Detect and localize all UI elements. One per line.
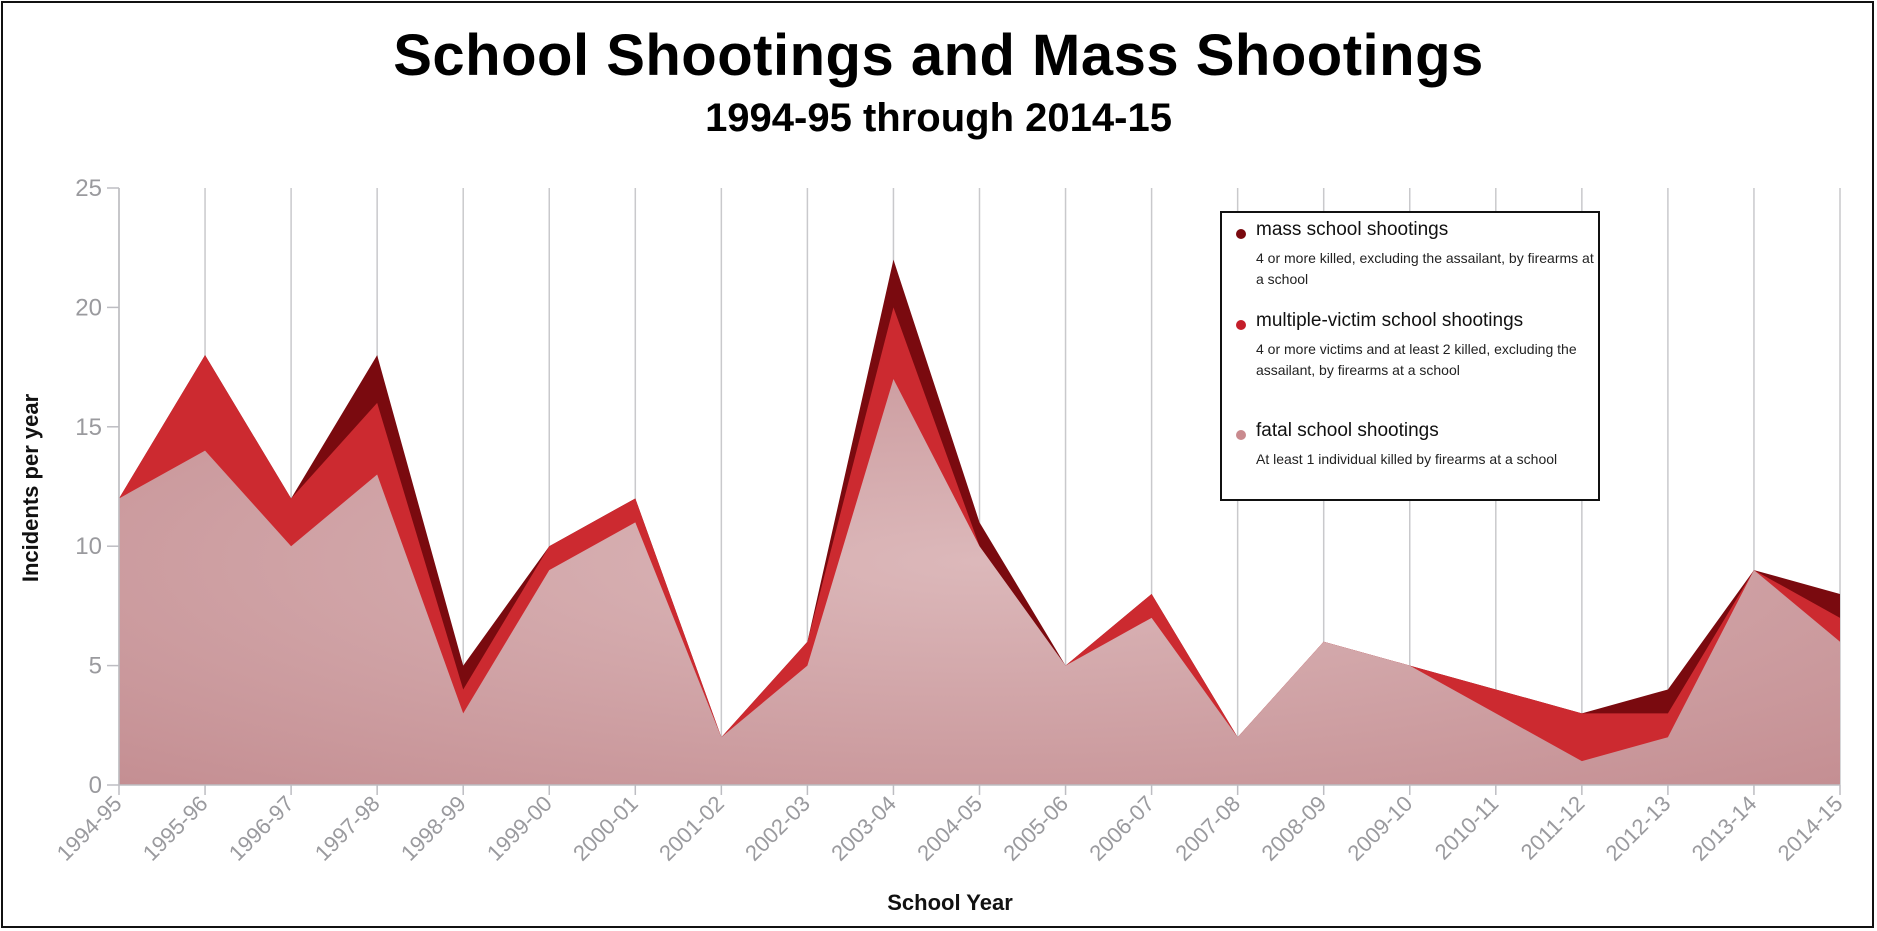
x-tick-label: 2007-08 — [1170, 791, 1245, 866]
legend-desc-multiple-victim: 4 or more victims and at least 2 killed,… — [1256, 341, 1577, 378]
x-tick-label: 1997-98 — [310, 791, 385, 866]
legend-label-multiple-victim: multiple-victim school shootings — [1256, 310, 1524, 331]
y-tick-label: 5 — [89, 653, 102, 680]
x-tick-label: 2002-03 — [740, 791, 815, 866]
chart-subtitle: 1994-95 through 2014-15 — [705, 96, 1172, 140]
legend-desc-mass: 4 or more killed, excluding the assailan… — [1256, 250, 1594, 287]
chart-title: School Shootings and Mass Shootings — [393, 23, 1484, 88]
legend: mass school shootings 4 or more killed, … — [1220, 211, 1600, 501]
x-tick-label: 2010-11 — [1430, 791, 1504, 865]
legend-swatch-mass — [1236, 229, 1246, 239]
x-tick-label: 2006-07 — [1084, 791, 1159, 866]
legend-label-mass: mass school shootings — [1256, 219, 1449, 240]
y-tick-label: 20 — [75, 294, 102, 321]
x-tick-label: 1996-97 — [224, 791, 299, 866]
x-tick-label: 2003-04 — [826, 791, 901, 866]
legend-label-fatal: fatal school shootings — [1256, 420, 1439, 441]
x-tick-label: 2014-15 — [1773, 791, 1848, 866]
area-fatal-school-shootings — [119, 379, 1840, 785]
legend-swatch-fatal — [1236, 430, 1246, 440]
x-tick-label: 1994-95 — [52, 791, 127, 866]
x-tick-label: 2005-06 — [998, 791, 1073, 866]
x-tick-label: 2008-09 — [1256, 791, 1331, 866]
x-tick-label: 2009-10 — [1343, 791, 1418, 866]
x-tick-label: 1998-99 — [396, 791, 471, 866]
y-axis-label: Incidents per year — [18, 393, 43, 582]
y-tick-label: 10 — [75, 533, 102, 560]
x-tick-label: 2000-01 — [568, 791, 643, 866]
y-tick-label: 0 — [89, 772, 102, 799]
legend-swatch-multiple-victim — [1236, 320, 1246, 330]
x-tick-label: 2012-13 — [1601, 791, 1676, 866]
x-tick-label: 1999-00 — [482, 791, 557, 866]
x-tick-label: 1995-96 — [138, 791, 213, 866]
y-tick-label: 25 — [75, 175, 102, 202]
x-tick-label: 2004-05 — [912, 791, 987, 866]
x-axis-label: School Year — [887, 890, 1013, 915]
x-tick-label: 2001-02 — [654, 791, 729, 866]
x-tick-label: 2013-14 — [1687, 791, 1762, 866]
x-tick-label: 2011-12 — [1516, 791, 1590, 865]
y-tick-label: 15 — [75, 414, 102, 441]
legend-desc-fatal: At least 1 individual killed by firearms… — [1256, 451, 1558, 467]
